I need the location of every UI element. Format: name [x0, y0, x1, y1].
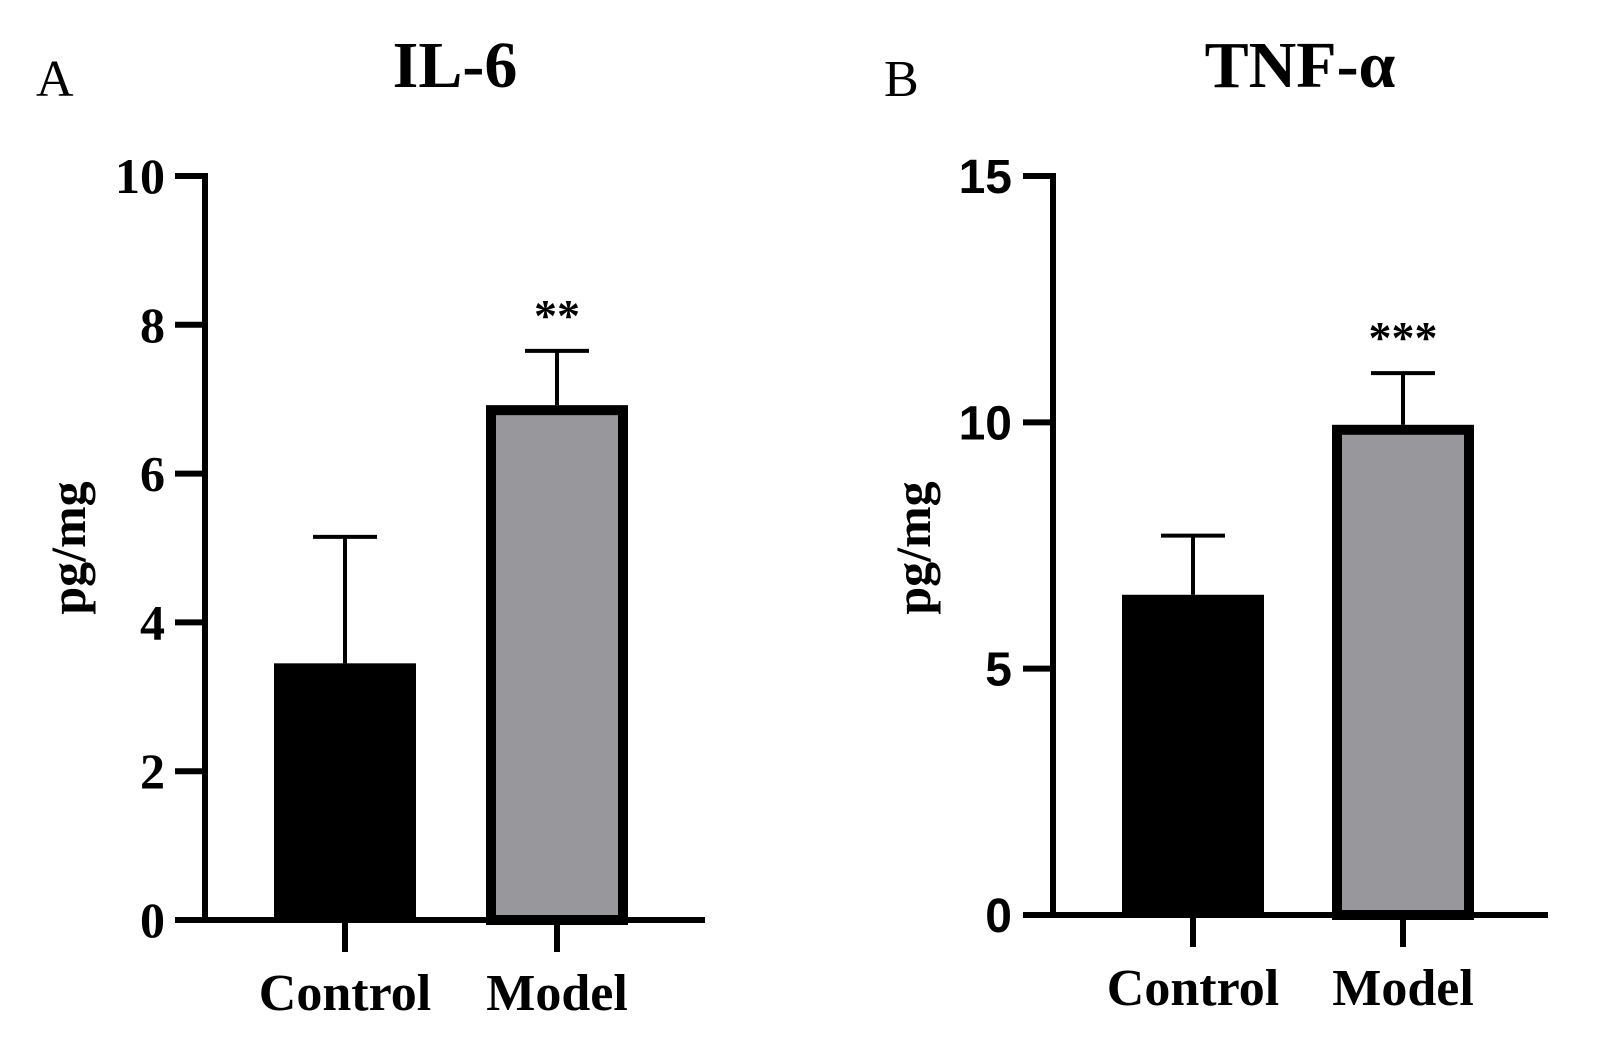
y-tick-label: 0 [985, 890, 1012, 943]
y-tick-label: 10 [959, 397, 1012, 450]
y-tick-label: 10 [115, 148, 165, 204]
y-tick-label: 4 [140, 594, 165, 650]
y-tick-label: 5 [985, 644, 1012, 697]
panel-letter: B [884, 51, 919, 108]
y-tick-label: 2 [140, 743, 165, 799]
y-axis-label: pg/mg [40, 481, 96, 614]
chart-panel-b: B TNF-α pg/mg 0 5 10 15 *** Control Model [884, 29, 1548, 1017]
y-tick-label: 8 [140, 297, 165, 353]
category-label: Control [259, 965, 431, 1022]
significance-marker: ** [534, 290, 580, 341]
axes [1050, 173, 1548, 947]
y-axis-ticks: 0 5 10 15 [959, 151, 1053, 943]
bar [1332, 424, 1474, 920]
y-axis-label: pg/mg [885, 481, 941, 614]
y-tick-label: 6 [140, 446, 165, 502]
bar [274, 663, 416, 920]
chart-title: TNF-α [1205, 29, 1396, 102]
bars: ** [274, 290, 628, 925]
y-tick-label: 0 [140, 892, 165, 948]
category-label: Model [1332, 960, 1474, 1017]
category-label: Model [486, 965, 628, 1022]
category-labels: Control Model [1107, 960, 1474, 1017]
bar [1122, 594, 1264, 915]
axes [202, 173, 705, 952]
bar [486, 405, 628, 925]
y-axis-ticks: 0 2 4 6 8 10 [115, 148, 205, 948]
significance-marker: *** [1369, 312, 1438, 363]
category-labels: Control Model [259, 965, 628, 1022]
y-tick-label: 15 [959, 151, 1012, 204]
panel-letter: A [36, 51, 74, 108]
category-label: Control [1107, 960, 1279, 1017]
chart-title: IL-6 [393, 29, 518, 102]
chart-panel-a: A IL-6 pg/mg 0 2 4 6 8 10 ** Control Model [36, 29, 705, 1022]
bars: *** [1122, 312, 1474, 920]
